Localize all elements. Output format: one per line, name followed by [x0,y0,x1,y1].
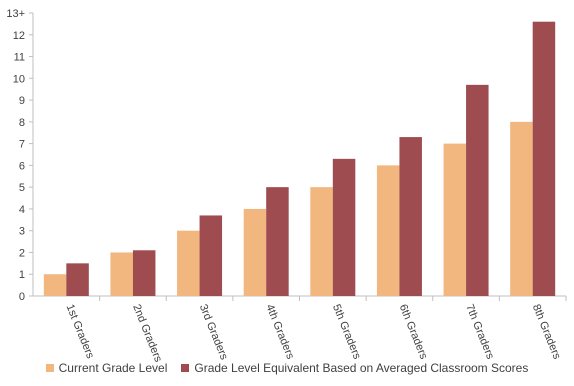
y-tick-label: 9 [19,95,25,107]
bar-grade-equivalent [532,21,556,296]
x-tick-label: 7th Graders [463,303,496,362]
bar-current-grade [443,143,467,296]
bar-grade-equivalent [66,263,89,296]
x-tick-label: 5th Graders [330,303,363,362]
bar-current-grade [43,274,67,296]
legend-item-equivalent: Grade Level Equivalent Based on Averaged… [181,361,528,375]
bar-grade-equivalent [266,187,289,296]
y-tick-label: 7 [19,139,25,151]
y-tick-label: 1 [19,269,25,281]
bar-grade-equivalent [199,215,223,296]
y-tick-label: 8 [19,117,25,129]
legend-label-current: Current Grade Level [58,361,168,375]
x-tick-label: 1st Graders [64,303,97,361]
x-tick-label: 2nd Graders [130,303,164,365]
y-tick-label: 3 [19,226,25,238]
bar-current-grade [177,230,200,296]
bar-current-grade [510,121,533,296]
bar-current-grade [310,187,333,296]
bar-current-grade [243,208,267,296]
y-tick-label: 12 [13,30,25,42]
legend-item-current: Current Grade Level [45,361,168,375]
bar-grade-equivalent [332,158,356,296]
legend-swatch-equivalent [181,364,190,372]
y-tick-label: 0 [19,291,25,303]
legend: Current Grade Level Grade Level Equivale… [0,361,574,375]
bar-grade-equivalent [132,250,156,296]
y-tick-label: 5 [19,182,25,194]
x-tick-label: 6th Graders [397,303,430,362]
y-tick-label: 13+ [6,8,25,20]
bar-current-grade [110,252,133,296]
x-tick-label: 8th Graders [530,303,563,362]
bar-grade-equivalent [466,84,489,296]
y-tick-label: 11 [14,52,25,64]
bar-current-grade [376,165,400,296]
y-tick-label: 4 [19,204,25,216]
y-tick-label: 6 [19,160,25,172]
legend-swatch-current [45,364,54,372]
y-tick-label: 2 [19,247,25,259]
x-tick-label: 3rd Graders [197,303,230,362]
y-tick-label: 10 [13,73,25,85]
x-tick-label: 4th Graders [263,303,296,362]
bar-grade-equivalent [399,137,422,296]
legend-label-equivalent: Grade Level Equivalent Based on Averaged… [194,361,529,375]
